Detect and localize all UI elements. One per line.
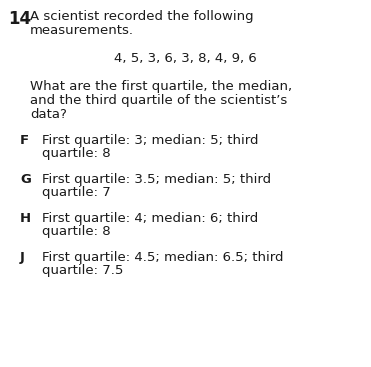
Text: 14: 14	[8, 10, 31, 28]
Text: 4, 5, 3, 6, 3, 8, 4, 9, 6: 4, 5, 3, 6, 3, 8, 4, 9, 6	[114, 52, 256, 65]
Text: quartile: 7: quartile: 7	[42, 186, 111, 199]
Text: quartile: 7.5: quartile: 7.5	[42, 264, 124, 277]
Text: First quartile: 3; median: 5; third: First quartile: 3; median: 5; third	[42, 134, 259, 147]
Text: What are the first quartile, the median,: What are the first quartile, the median,	[30, 80, 292, 93]
Text: F: F	[20, 134, 29, 147]
Text: quartile: 8: quartile: 8	[42, 147, 111, 160]
Text: G: G	[20, 173, 31, 186]
Text: and the third quartile of the scientist’s: and the third quartile of the scientist’…	[30, 94, 287, 107]
Text: First quartile: 4.5; median: 6.5; third: First quartile: 4.5; median: 6.5; third	[42, 251, 283, 264]
Text: A scientist recorded the following: A scientist recorded the following	[30, 10, 254, 23]
Text: First quartile: 3.5; median: 5; third: First quartile: 3.5; median: 5; third	[42, 173, 271, 186]
Text: quartile: 8: quartile: 8	[42, 225, 111, 238]
Text: J: J	[20, 251, 25, 264]
Text: measurements.: measurements.	[30, 24, 134, 37]
Text: First quartile: 4; median: 6; third: First quartile: 4; median: 6; third	[42, 212, 258, 225]
Text: data?: data?	[30, 108, 67, 121]
Text: H: H	[20, 212, 31, 225]
